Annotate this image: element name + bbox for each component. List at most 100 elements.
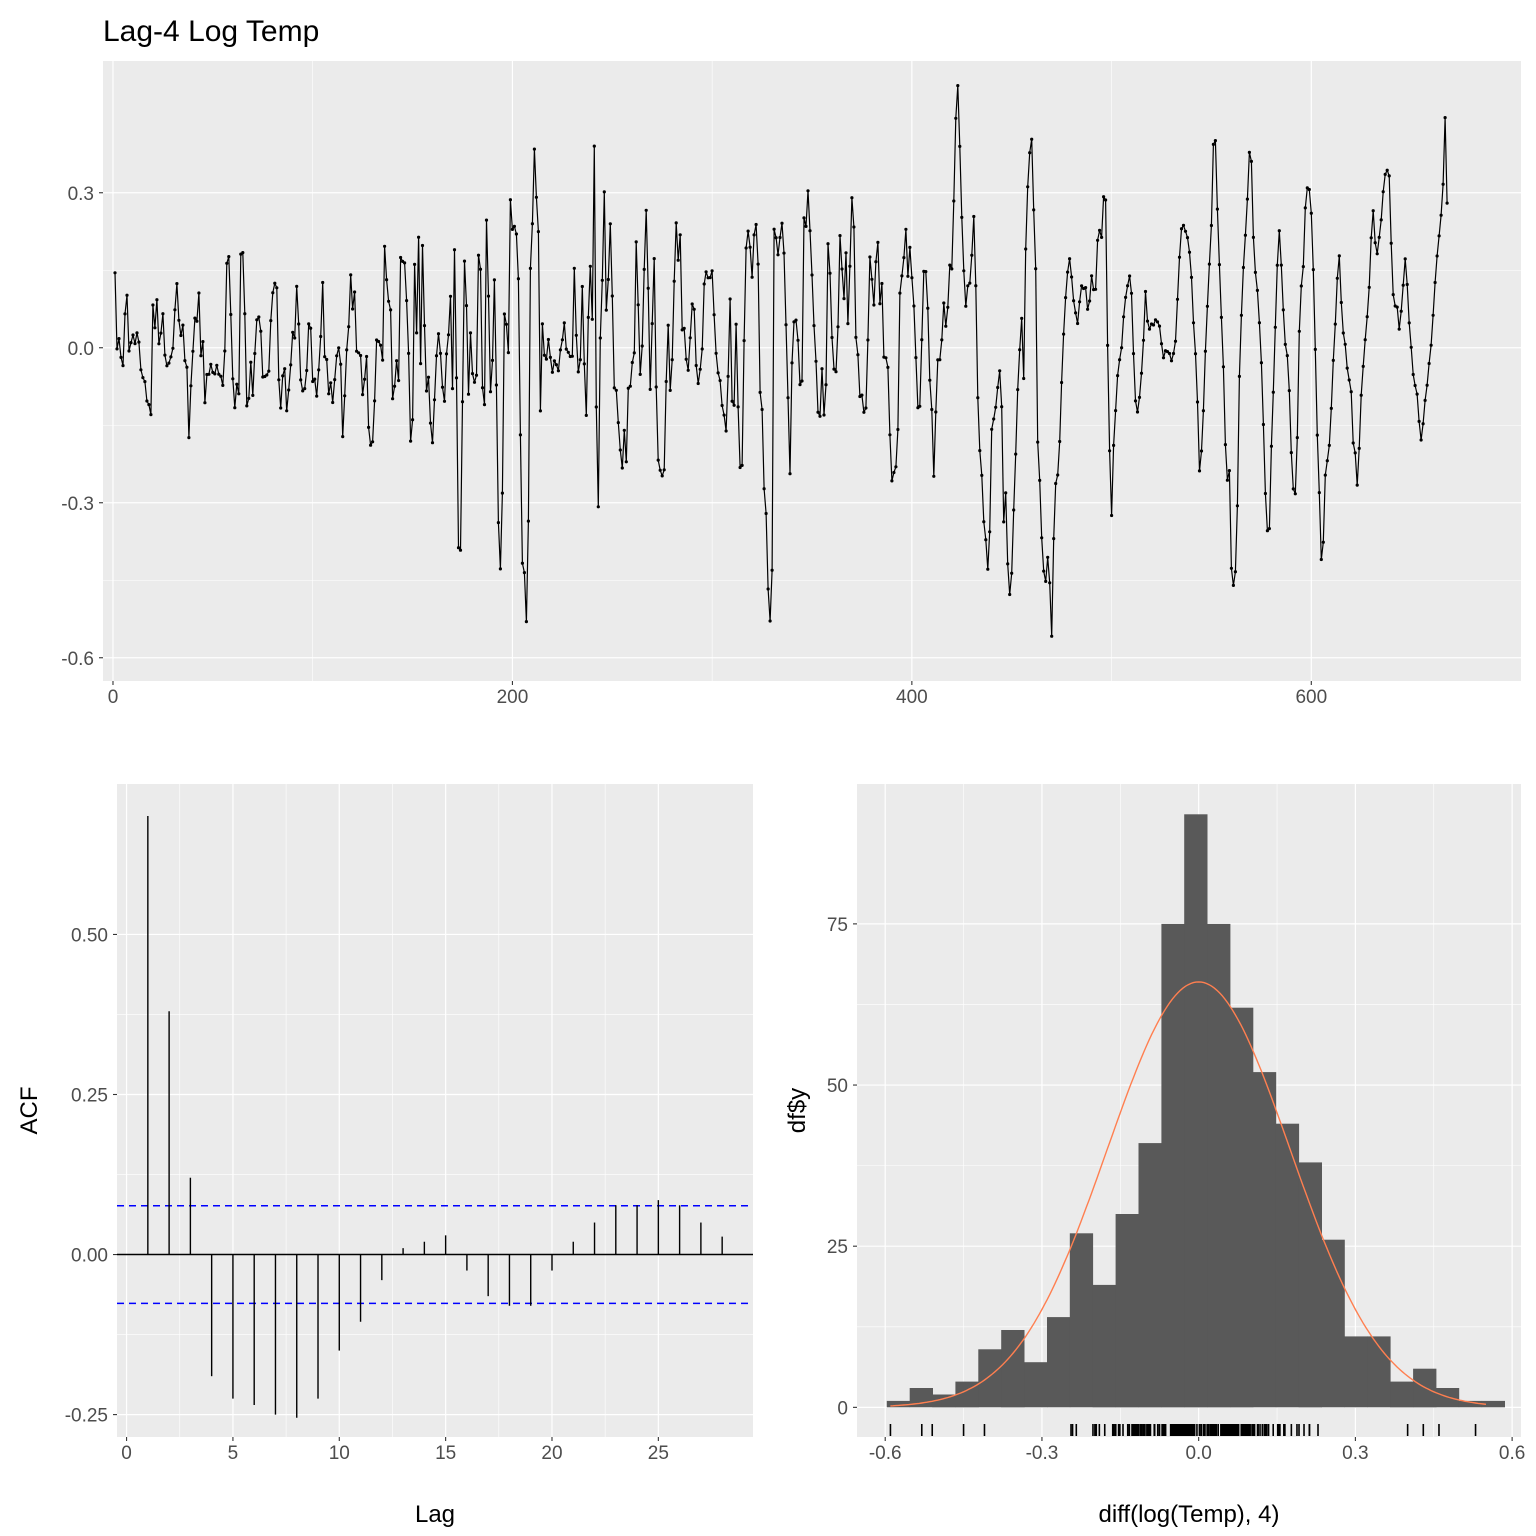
histogram-bar	[1481, 1400, 1505, 1408]
data-point	[1403, 257, 1407, 261]
data-point	[145, 399, 149, 403]
data-point	[1223, 443, 1227, 447]
data-point	[1052, 537, 1056, 541]
data-point	[634, 240, 638, 244]
data-point	[1201, 409, 1205, 413]
data-point	[347, 325, 351, 329]
data-point	[1425, 383, 1429, 387]
histogram-bar	[1069, 1233, 1094, 1408]
data-point	[906, 274, 910, 278]
data-point	[898, 291, 902, 295]
data-point	[436, 332, 441, 336]
histogram-bar	[1138, 1143, 1162, 1408]
data-point	[526, 519, 531, 523]
data-point	[1076, 321, 1080, 326]
histogram-bar	[1161, 923, 1185, 1408]
acf-x-axis-label: Lag	[415, 1501, 455, 1528]
data-point	[153, 326, 157, 330]
data-point	[822, 413, 826, 417]
data-point	[371, 440, 375, 444]
data-point	[189, 384, 193, 388]
data-point	[830, 335, 834, 340]
data-point	[442, 399, 447, 403]
data-point	[646, 286, 650, 290]
data-point	[492, 278, 496, 282]
data-point	[952, 199, 956, 203]
histogram-bar	[1001, 1330, 1025, 1408]
data-point	[1391, 293, 1395, 297]
data-point	[187, 436, 191, 440]
x-tick-label: 200	[497, 687, 529, 708]
data-point	[816, 410, 820, 414]
data-point	[424, 389, 429, 393]
data-point	[738, 465, 742, 470]
data-point	[1357, 446, 1361, 450]
data-point	[454, 376, 459, 380]
data-point	[988, 530, 992, 534]
data-point	[422, 324, 427, 328]
data-point	[1427, 361, 1431, 366]
data-point	[910, 276, 914, 280]
data-point	[576, 370, 580, 374]
data-point	[1068, 257, 1072, 261]
data-point	[764, 511, 768, 516]
data-point	[1239, 313, 1243, 317]
data-point	[287, 388, 291, 392]
data-point	[992, 417, 996, 421]
data-point	[1191, 321, 1196, 325]
data-point	[972, 214, 976, 219]
data-point	[740, 463, 744, 467]
data-point	[1331, 358, 1335, 362]
data-point	[546, 337, 551, 342]
data-point	[377, 339, 381, 344]
data-point	[790, 361, 794, 365]
data-point	[179, 333, 183, 338]
data-point	[1243, 233, 1247, 237]
data-point	[448, 294, 453, 298]
data-point	[718, 379, 722, 383]
data-point	[1070, 275, 1074, 279]
data-point	[1415, 392, 1419, 396]
data-point	[1137, 395, 1142, 399]
data-point	[1002, 520, 1006, 524]
data-point	[1012, 508, 1016, 512]
acf-gridlines	[117, 784, 753, 1437]
data-point	[147, 403, 151, 407]
data-point	[500, 491, 504, 495]
data-point	[285, 409, 289, 413]
data-point	[800, 379, 804, 383]
data-point	[760, 407, 764, 412]
data-point	[608, 222, 612, 226]
data-point	[385, 278, 389, 282]
data-point	[1044, 579, 1048, 584]
data-point	[934, 410, 938, 414]
data-point	[1104, 198, 1108, 202]
data-point	[1010, 571, 1014, 575]
data-point	[1361, 364, 1365, 368]
data-point	[832, 367, 836, 371]
data-point	[1195, 400, 1200, 404]
histogram-bar	[932, 1394, 956, 1408]
data-point	[880, 281, 884, 286]
data-point	[926, 306, 930, 310]
data-point	[890, 479, 894, 483]
data-point	[1373, 241, 1377, 245]
data-point	[1311, 268, 1315, 272]
data-point	[762, 487, 766, 491]
data-point	[1145, 319, 1150, 323]
data-point	[237, 392, 241, 396]
data-point	[1022, 376, 1026, 381]
data-point	[566, 350, 570, 354]
data-point	[652, 257, 656, 261]
data-point	[776, 253, 780, 257]
data-point	[650, 322, 654, 326]
data-point	[1225, 478, 1229, 482]
data-point	[1371, 209, 1375, 213]
data-point	[834, 370, 838, 374]
data-point	[305, 368, 309, 373]
data-point	[329, 381, 333, 385]
histogram-y-axis-label: df$y	[784, 1088, 811, 1133]
data-point	[610, 294, 614, 298]
data-point	[956, 84, 960, 88]
data-point	[317, 368, 321, 372]
